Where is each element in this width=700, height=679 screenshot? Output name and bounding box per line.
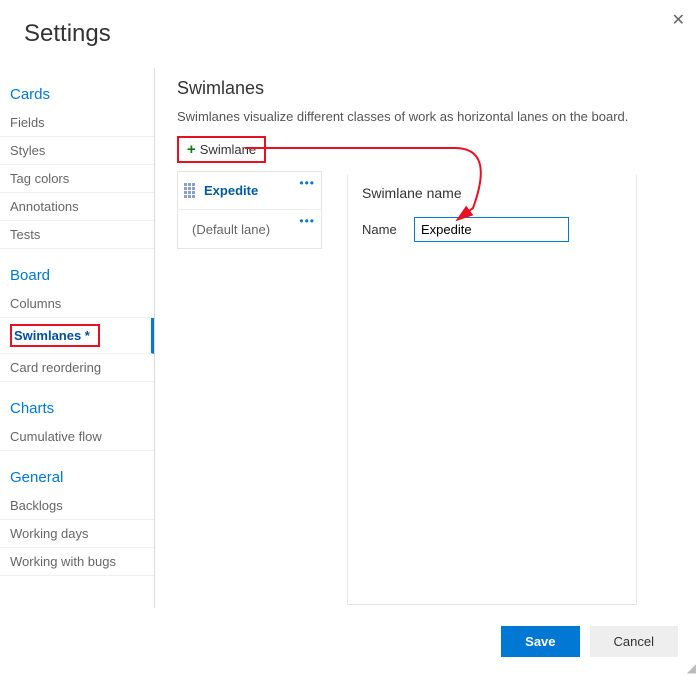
main-container: Cards Fields Styles Tag colors Annotatio…	[0, 68, 700, 608]
sidebar-item-columns[interactable]: Columns	[0, 290, 154, 318]
content-panel: Swimlanes Swimlanes visualize different …	[155, 68, 700, 608]
more-icon[interactable]: •••	[299, 176, 315, 190]
detail-heading: Swimlane name	[362, 185, 622, 201]
sidebar-item-swimlanes[interactable]: Swimlanes *	[0, 318, 154, 354]
add-swimlane-button[interactable]: + Swimlane	[177, 136, 266, 163]
sidebar-item-cumulative-flow[interactable]: Cumulative flow	[0, 423, 154, 451]
sidebar: Cards Fields Styles Tag colors Annotatio…	[0, 68, 155, 608]
sidebar-item-working-days[interactable]: Working days	[0, 520, 154, 548]
cancel-button[interactable]: Cancel	[590, 626, 678, 657]
field-label: Name	[362, 222, 404, 237]
detail-panel: Swimlane name Name	[347, 175, 637, 605]
more-icon[interactable]: •••	[299, 214, 315, 228]
swimlane-label: Expedite	[204, 183, 258, 198]
swimlane-name-input[interactable]	[414, 217, 569, 242]
sidebar-item-fields[interactable]: Fields	[0, 109, 154, 137]
swimlane-label: (Default lane)	[178, 222, 270, 237]
content-title: Swimlanes	[177, 78, 678, 99]
section-header-cards: Cards	[0, 68, 154, 109]
footer: Save Cancel	[501, 626, 678, 657]
swimlane-row-expedite[interactable]: Expedite •••	[178, 172, 321, 210]
close-icon[interactable]: ✕	[672, 10, 685, 30]
section-header-general: General	[0, 451, 154, 492]
content-description: Swimlanes visualize different classes of…	[177, 109, 678, 124]
section-header-charts: Charts	[0, 382, 154, 423]
field-row: Name	[362, 217, 622, 242]
sidebar-item-backlogs[interactable]: Backlogs	[0, 492, 154, 520]
add-swimlane-label: Swimlane	[200, 142, 256, 157]
sidebar-item-annotations[interactable]: Annotations	[0, 193, 154, 221]
sidebar-item-card-reordering[interactable]: Card reordering	[0, 354, 154, 382]
page-title: Settings	[0, 0, 700, 68]
swimlane-row-default[interactable]: (Default lane) •••	[178, 210, 321, 248]
sidebar-item-styles[interactable]: Styles	[0, 137, 154, 165]
resize-grip-icon: ◢	[687, 661, 696, 675]
sidebar-item-working-with-bugs[interactable]: Working with bugs	[0, 548, 154, 576]
save-button[interactable]: Save	[501, 626, 579, 657]
sidebar-item-tag-colors[interactable]: Tag colors	[0, 165, 154, 193]
sidebar-item-tests[interactable]: Tests	[0, 221, 154, 249]
section-header-board: Board	[0, 249, 154, 290]
plus-icon: +	[187, 141, 196, 158]
swimlane-list: Expedite ••• (Default lane) •••	[177, 171, 322, 249]
drag-handle-icon[interactable]	[184, 182, 198, 200]
